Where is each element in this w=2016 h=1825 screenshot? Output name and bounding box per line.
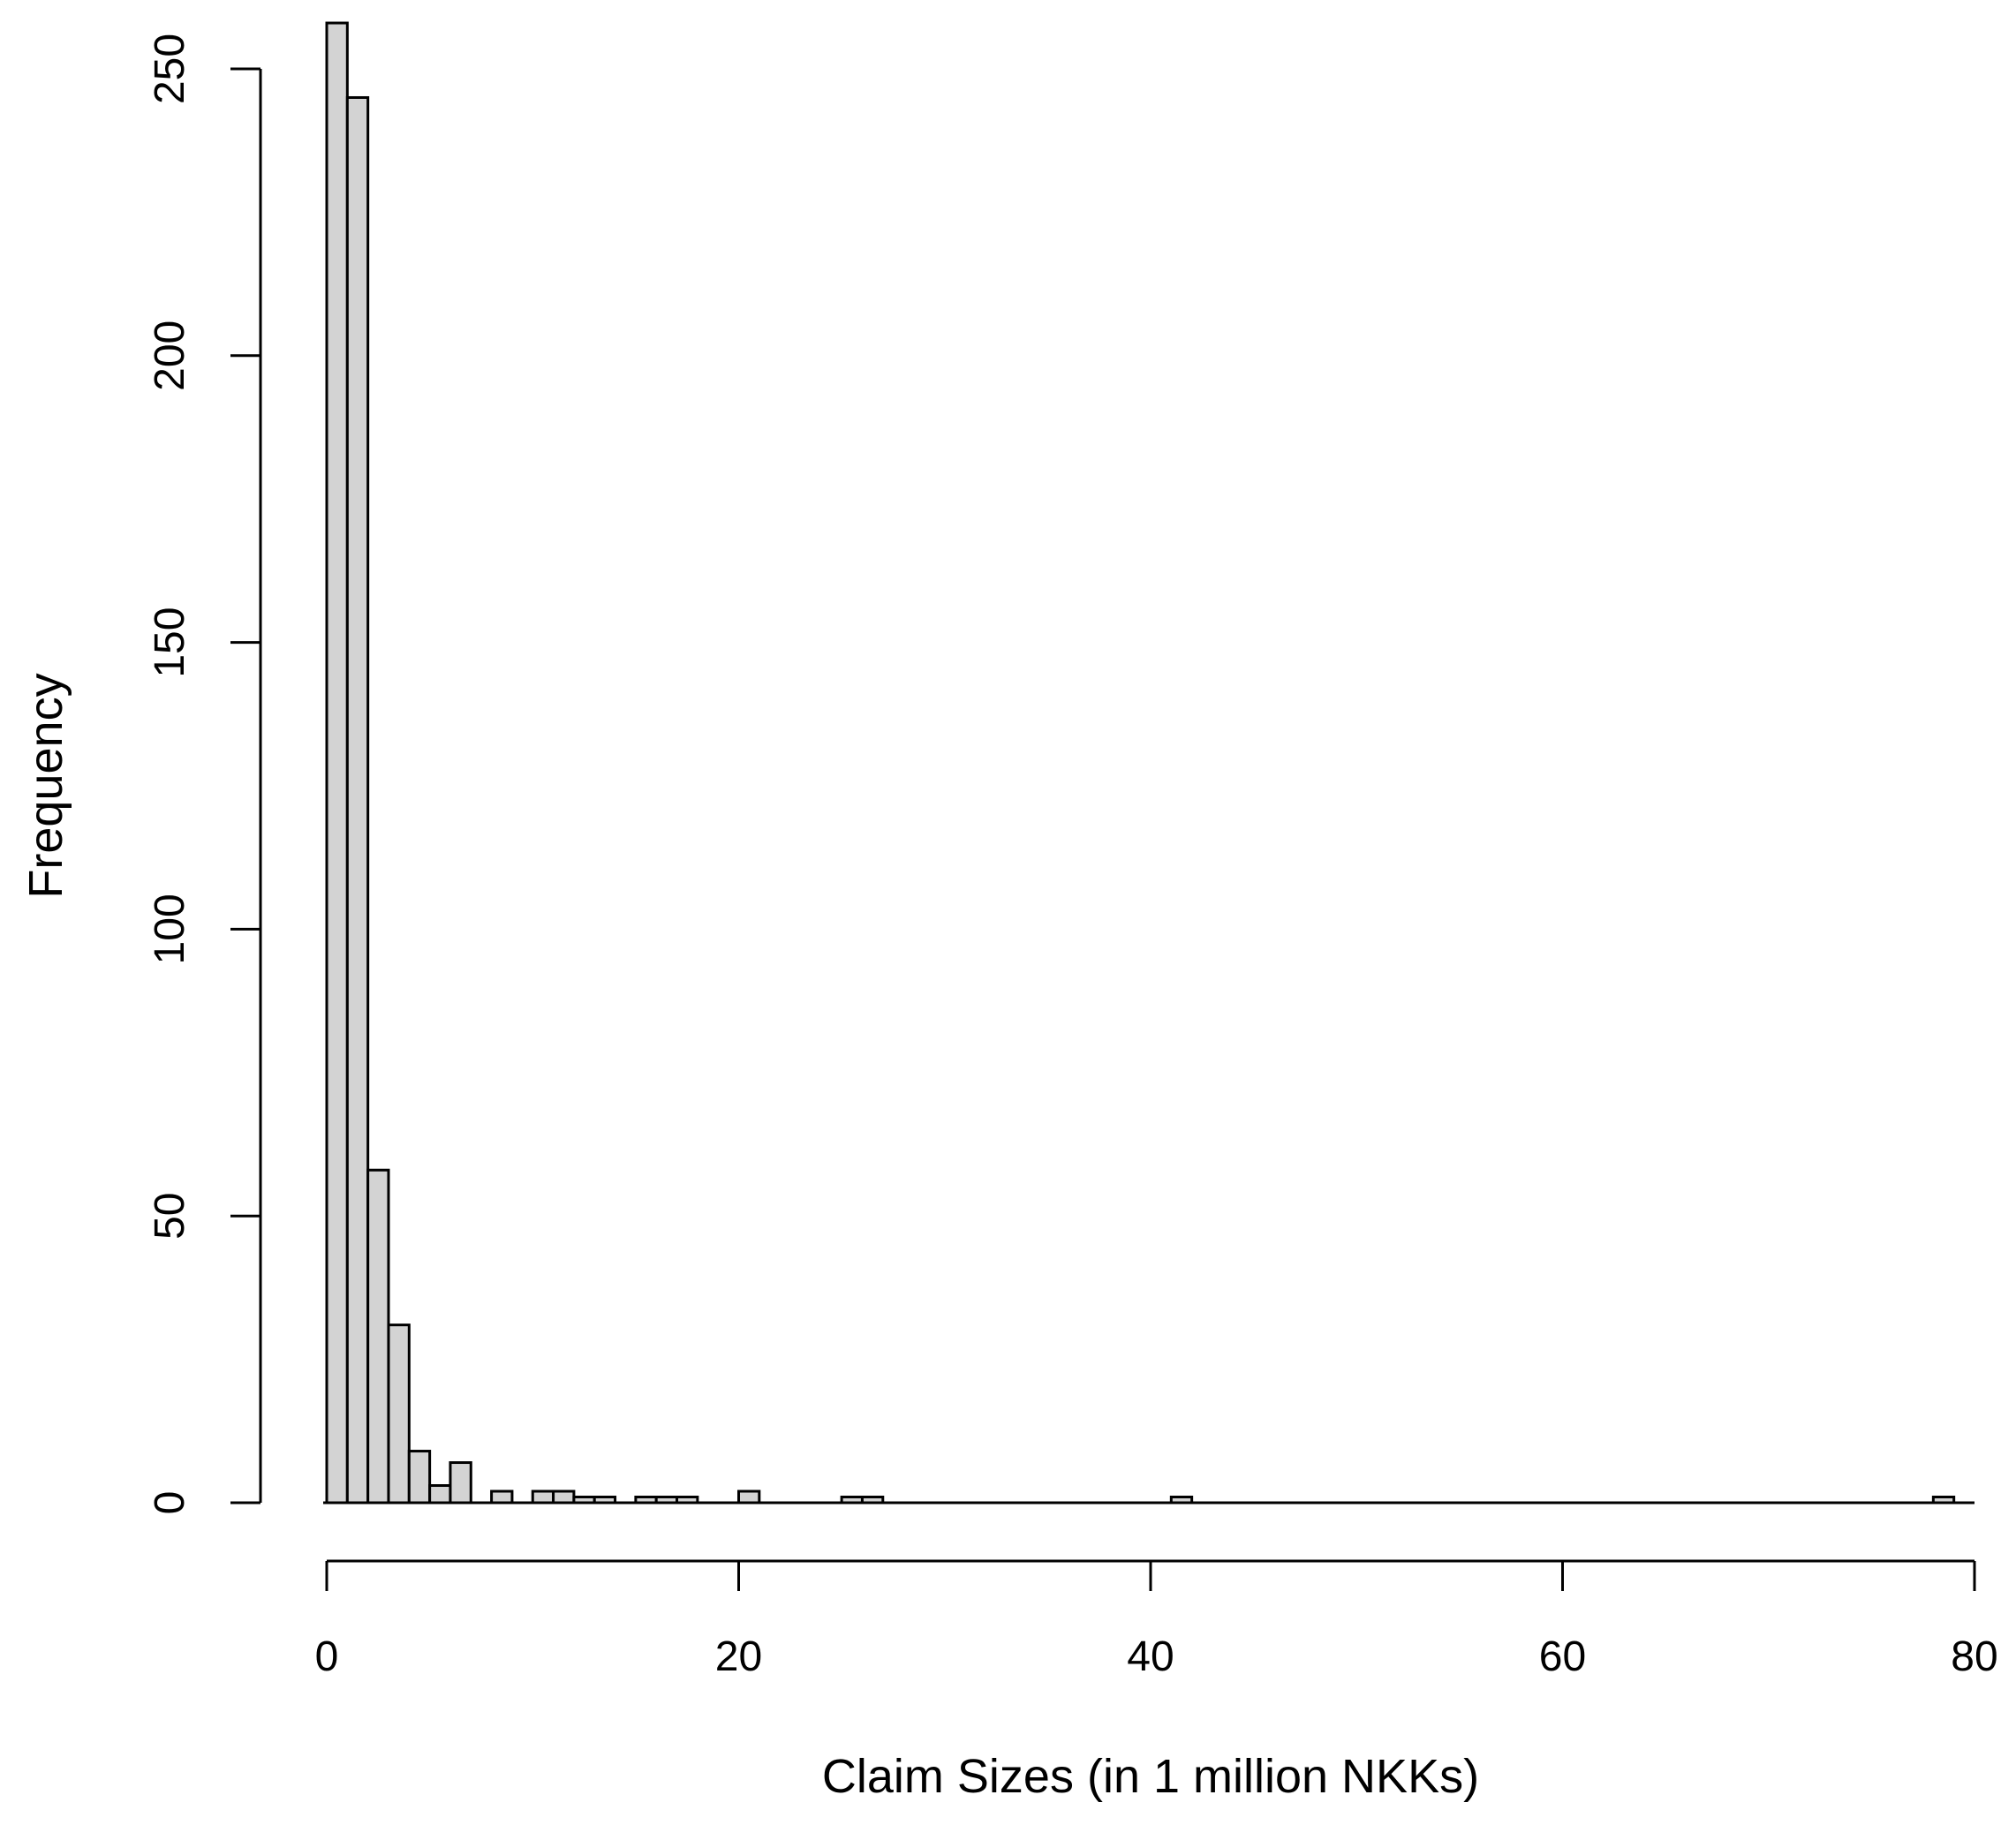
histogram-bar	[428, 1484, 452, 1504]
y-tick-label: 150	[147, 607, 193, 678]
histogram-bar	[387, 1324, 411, 1504]
histogram-bar	[531, 1489, 555, 1504]
histogram-bar	[345, 95, 370, 1504]
histogram-bar	[490, 1489, 514, 1504]
x-axis: 0 20 40 60 80	[315, 1559, 1998, 1680]
y-axis: 0 50 100 150 200 250	[147, 34, 262, 1515]
histogram-bar	[325, 21, 349, 1504]
y-tick-label: 0	[147, 1491, 193, 1515]
y-axis-label: Frequency	[19, 673, 72, 898]
histogram-bar	[449, 1461, 472, 1504]
histogram-bar	[407, 1450, 432, 1504]
x-tick-label: 80	[1951, 1633, 1997, 1680]
x-tick-label: 20	[715, 1633, 762, 1680]
x-tick-label: 40	[1127, 1633, 1174, 1680]
y-tick-label: 250	[147, 34, 193, 104]
histogram-bar	[366, 1168, 390, 1504]
x-tick-label: 0	[315, 1633, 339, 1680]
x-tick-label: 60	[1539, 1633, 1586, 1680]
x-axis-label: Claim Sizes (in 1 million NKKs)	[822, 1750, 1479, 1803]
histogram-bar	[552, 1489, 576, 1504]
histogram-bar	[737, 1489, 761, 1504]
y-tick-label: 200	[147, 321, 193, 391]
y-tick-label: 50	[147, 1193, 193, 1240]
y-tick-label: 100	[147, 894, 193, 964]
histogram-bars	[325, 21, 1956, 1504]
